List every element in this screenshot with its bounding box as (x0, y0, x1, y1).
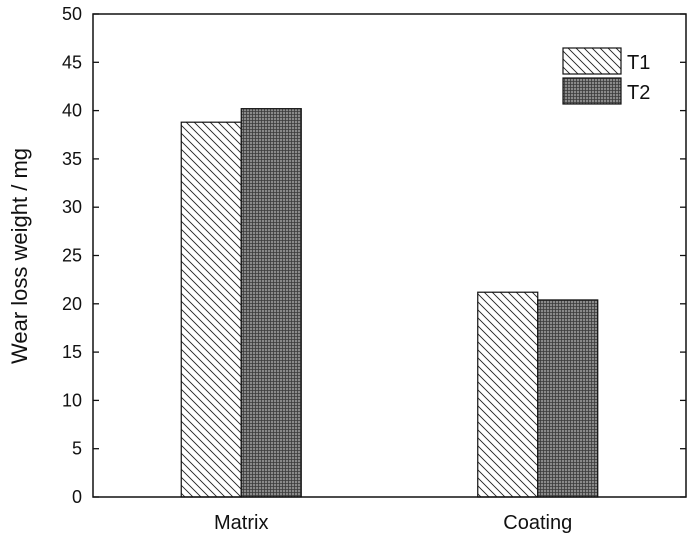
legend-label-t1: T1 (627, 52, 650, 74)
plot-area-frame (92, 13, 687, 498)
legend-swatch-t1 (562, 47, 622, 75)
y-tick-label: 35 (62, 149, 82, 169)
y-tick-label: 45 (62, 52, 82, 72)
y-axis-label: Wear loss weight / mg (7, 148, 32, 364)
bar-t1-matrix (180, 121, 242, 498)
y-tick-label: 50 (62, 4, 82, 24)
x-tick-label-matrix: Matrix (214, 512, 268, 534)
y-axis-ticks: 0 5 10 15 20 25 30 35 40 45 50 (62, 4, 686, 507)
y-tick-label: 40 (62, 101, 82, 121)
y-tick-label: 25 (62, 246, 82, 266)
legend-swatch-t2 (562, 77, 622, 105)
bar-t2-matrix (240, 108, 302, 498)
y-tick-label: 10 (62, 390, 82, 410)
y-tick-label: 0 (72, 487, 82, 507)
bar-t1-coating (477, 291, 539, 498)
bars (180, 108, 599, 498)
x-tick-label-coating: Coating (503, 512, 572, 534)
legend-label-t2: T2 (627, 82, 650, 104)
y-tick-label: 30 (62, 197, 82, 217)
bar-t2-coating (537, 299, 599, 498)
y-tick-label: 20 (62, 294, 82, 314)
y-tick-label: 5 (72, 439, 82, 459)
y-tick-label: 15 (62, 342, 82, 362)
